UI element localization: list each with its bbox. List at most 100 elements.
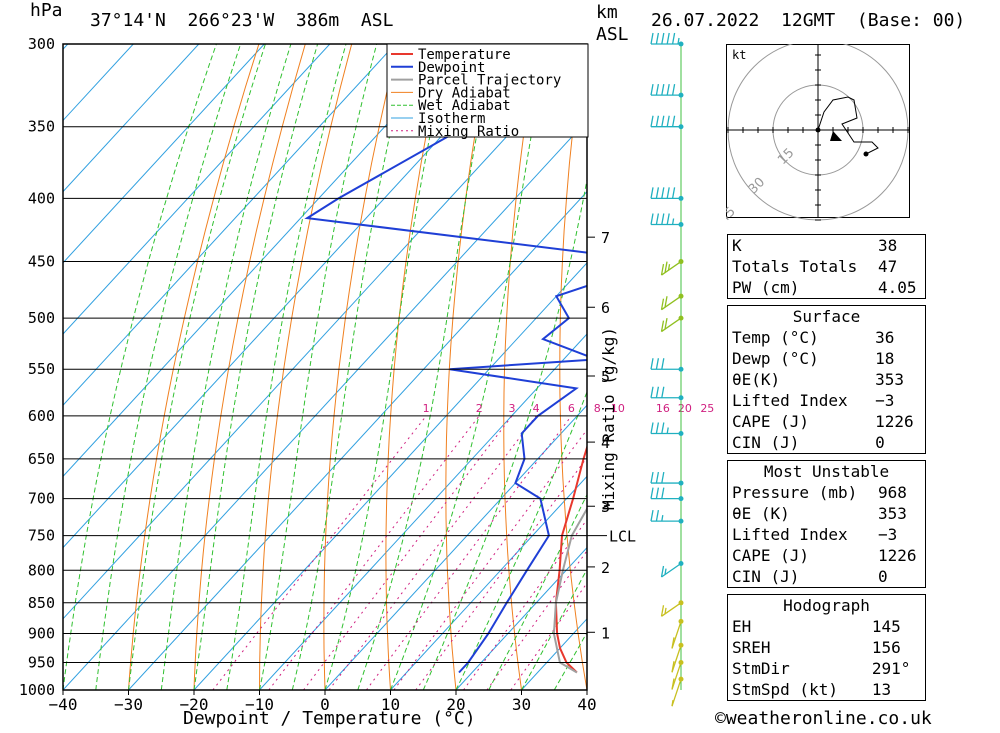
wet-adiabat-line: [291, 44, 412, 690]
index-label: Totals Totals: [732, 257, 858, 276]
wind-barb-flag: [655, 471, 660, 484]
wind-barb-flag: [661, 213, 665, 225]
isotherm-line: [63, 119, 587, 690]
wind-barb-flag: [655, 358, 660, 370]
wind-barb-flag: [660, 298, 665, 310]
surface-value: 18: [875, 349, 895, 368]
wind-barb: [650, 187, 681, 200]
wind-barb: [671, 621, 682, 649]
copyright-link[interactable]: ©weatheronline.co.uk: [715, 708, 932, 729]
wind-barb-half-flag: [664, 568, 667, 575]
location-title: 37°14'N 266°23'W 386m ASL: [90, 10, 394, 31]
wind-barb-flag: [671, 661, 675, 673]
pressure-tick-label: 800: [28, 561, 55, 579]
dry-adiabat-line: [955, 44, 1000, 690]
wind-barb-shaft: [661, 295, 682, 311]
surface-label: Dewp (°C): [732, 349, 819, 368]
wind-barb-half-flag: [661, 515, 664, 522]
isotherm-line: [390, 475, 587, 690]
surface-label: θE(K): [732, 370, 781, 389]
lcl-label: LCL: [609, 528, 636, 546]
wind-barb-flag: [655, 386, 660, 398]
wind-barb-flag: [650, 32, 654, 45]
mixing-ratio-line: [328, 415, 537, 690]
wind-barb-shaft: [671, 621, 682, 649]
wind-barb: [650, 386, 681, 399]
wind-barb-flag: [650, 487, 654, 499]
x-tick-label: 10: [381, 695, 400, 714]
legend-label: Parcel Trajectory: [418, 73, 561, 89]
wind-barb-flag: [660, 605, 665, 617]
x-axis-label: Dewpoint / Temperature (°C): [183, 708, 476, 729]
mixing-ratio-label: 25: [700, 402, 714, 415]
mixing-ratio-label: 2: [476, 402, 483, 415]
wind-barb-half-flag: [666, 427, 669, 434]
mu-value: 0: [877, 567, 888, 586]
km-tick-label: 5: [601, 368, 610, 386]
surface-value: 1226: [875, 412, 914, 431]
isotherm-line: [63, 44, 265, 264]
x-tick-label: −10: [245, 695, 274, 714]
x-tick-label: 40: [577, 695, 596, 714]
wet-adiabat-line: [128, 44, 266, 690]
wind-barb-flag: [671, 678, 675, 690]
wind-barb-flag: [650, 471, 654, 484]
isotherm-line: [63, 44, 527, 549]
wind-barb-flag: [655, 510, 660, 522]
isotherm-line: [455, 546, 587, 690]
wind-barb-flag: [664, 296, 668, 308]
pressure-tick-label: 550: [28, 360, 55, 378]
wind-barb-flag: [661, 386, 665, 398]
wind-barb-flag: [661, 187, 665, 199]
mixing-ratio-line: [393, 428, 587, 690]
wind-barb-half-flag: [671, 218, 675, 225]
mixing-ratio-label: 1: [423, 402, 430, 415]
dry-adiabat-line: [667, 44, 718, 690]
wind-barb-flag: [661, 32, 665, 45]
wet-adiabat-line: [95, 44, 242, 690]
legend-label: Dry Adiabat: [418, 85, 511, 101]
wind-barb: [660, 261, 682, 276]
wind-barb-flag: [655, 487, 660, 499]
wind-barb-flag: [671, 32, 676, 45]
surface-value: 0: [875, 433, 885, 452]
mixing-ratio-label: 4: [533, 402, 540, 415]
legend-label: Dewpoint: [418, 60, 485, 76]
wet-adiabat-line: [160, 44, 292, 690]
hodograph-trace: [817, 96, 879, 155]
wind-barb: [650, 422, 681, 435]
x-tick-label: −40: [49, 695, 78, 714]
x-tick-label: −30: [114, 695, 143, 714]
pressure-tick-label: 450: [28, 253, 55, 271]
wind-barb-flag: [666, 115, 670, 127]
legend-label: Wet Adiabat: [418, 98, 511, 114]
wind-barb-flag: [650, 187, 654, 199]
wind-barb-flag: [666, 84, 670, 96]
hodo-value: 156: [871, 638, 901, 657]
x-tick-label: −20: [180, 695, 209, 714]
dry-adiabat-line: [323, 44, 399, 690]
isotherm-line: [324, 404, 587, 690]
surface-label: CIN (J): [732, 433, 800, 452]
mixing-ratio-label: 3: [509, 402, 516, 415]
pressure-tick-label: 750: [28, 527, 55, 545]
wind-barb-half-flag: [677, 37, 680, 45]
km-tick-label: 2: [601, 559, 610, 577]
wind-barb-flag: [671, 637, 675, 649]
km-tick-label: 7: [601, 229, 610, 247]
wind-barb-flag: [661, 84, 665, 96]
pressure-tick-label: 850: [28, 594, 55, 612]
wind-barb-flag: [666, 32, 670, 45]
x-tick-label: 20: [446, 695, 465, 714]
wind-barb-flag: [661, 358, 665, 370]
wind-barb-half-flag: [667, 264, 671, 271]
wind-barb: [650, 510, 681, 522]
hodograph-unit: kt: [732, 48, 747, 62]
hodo-label: SREH: [732, 638, 771, 657]
dry-adiabat-line: [559, 44, 587, 690]
wind-barb: [650, 32, 681, 45]
wind-barb-flag: [650, 213, 654, 225]
hodo-value: 13: [871, 680, 892, 699]
